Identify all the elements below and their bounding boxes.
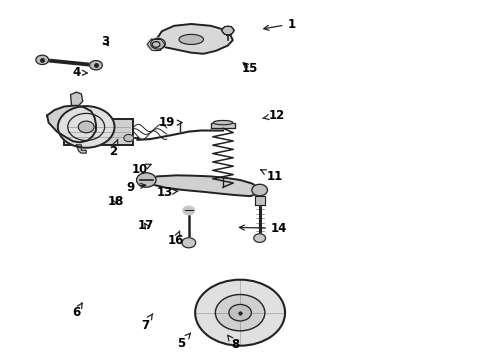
- Text: 10: 10: [132, 163, 151, 176]
- Text: 14: 14: [240, 222, 288, 235]
- Text: 5: 5: [177, 333, 191, 350]
- Bar: [64, 119, 133, 145]
- Circle shape: [195, 280, 285, 346]
- Circle shape: [254, 234, 266, 242]
- Text: 7: 7: [141, 314, 153, 332]
- Circle shape: [229, 305, 251, 321]
- Text: 18: 18: [107, 195, 123, 208]
- Circle shape: [183, 206, 195, 215]
- Text: 13: 13: [156, 186, 178, 199]
- Ellipse shape: [213, 121, 233, 125]
- Text: 17: 17: [138, 219, 154, 233]
- Polygon shape: [71, 92, 83, 105]
- Polygon shape: [76, 145, 86, 153]
- Text: 2: 2: [109, 139, 118, 158]
- Circle shape: [58, 106, 115, 148]
- Circle shape: [151, 39, 165, 49]
- Text: 11: 11: [261, 170, 282, 183]
- Circle shape: [182, 238, 196, 248]
- Text: 12: 12: [263, 109, 285, 122]
- Text: 9: 9: [126, 181, 146, 194]
- Ellipse shape: [179, 35, 203, 44]
- Text: 19: 19: [159, 116, 182, 129]
- Circle shape: [90, 60, 102, 70]
- Circle shape: [216, 294, 265, 331]
- Circle shape: [78, 121, 94, 133]
- Circle shape: [124, 134, 134, 141]
- Circle shape: [147, 38, 165, 51]
- Polygon shape: [155, 24, 233, 54]
- Text: 16: 16: [168, 231, 184, 247]
- Text: 3: 3: [102, 35, 110, 49]
- Circle shape: [36, 55, 49, 64]
- Circle shape: [252, 184, 268, 196]
- Text: 15: 15: [242, 62, 258, 75]
- Text: 8: 8: [228, 335, 239, 351]
- Text: 6: 6: [73, 303, 82, 319]
- Text: 4: 4: [73, 66, 87, 79]
- Text: 1: 1: [264, 18, 295, 31]
- Polygon shape: [47, 105, 96, 142]
- Polygon shape: [145, 175, 260, 196]
- Circle shape: [137, 173, 156, 187]
- Circle shape: [222, 26, 234, 35]
